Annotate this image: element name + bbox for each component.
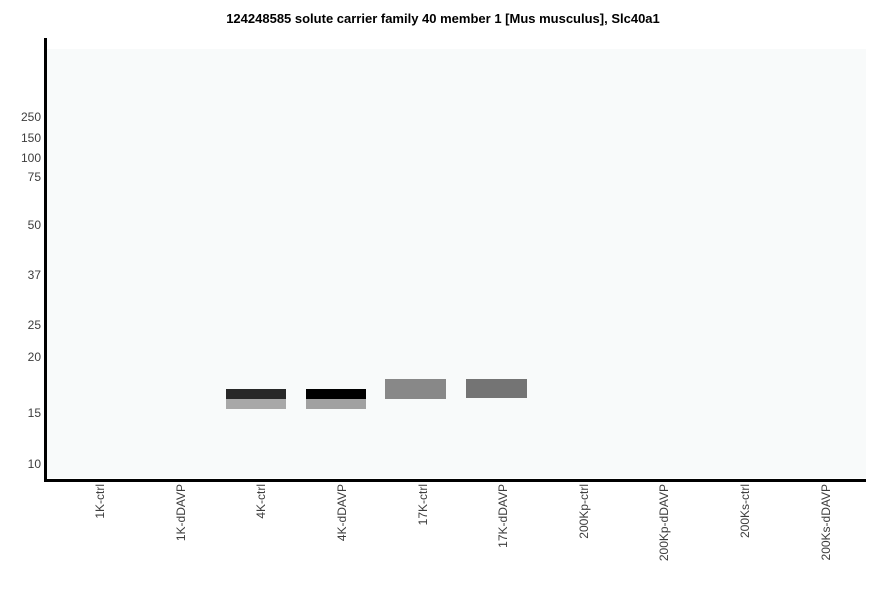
y-axis-tick-label: 15 xyxy=(27,406,41,420)
y-axis-spine xyxy=(44,38,47,482)
blot-band xyxy=(226,389,286,399)
x-axis-lane-label: 200Ks-ctrl xyxy=(738,484,752,539)
plot-area xyxy=(47,49,866,478)
x-axis-lane-label: 17K-dDAVP xyxy=(496,484,510,548)
x-axis-lane-label: 1K-ctrl xyxy=(93,484,107,519)
x-axis-lane-label: 200Kp-dDAVP xyxy=(657,484,671,562)
y-axis-tick-label: 250 xyxy=(20,110,41,124)
y-axis-tick-label: 25 xyxy=(27,318,41,332)
y-axis-tick-label: 100 xyxy=(20,151,41,165)
blot-band xyxy=(385,379,446,399)
blot-band xyxy=(226,399,286,409)
y-axis-tick-label: 50 xyxy=(27,218,41,232)
blot-band xyxy=(466,379,527,398)
x-axis-lane-label: 4K-ctrl xyxy=(254,484,268,519)
y-axis-tick-label: 10 xyxy=(27,457,41,471)
figure-title: 124248585 solute carrier family 40 membe… xyxy=(226,11,660,26)
x-axis-spine xyxy=(44,479,866,482)
blot-band xyxy=(306,399,366,409)
x-axis-lane-label: 200Ks-dDAVP xyxy=(819,484,833,561)
blot-band xyxy=(306,389,366,399)
y-axis-tick-label: 75 xyxy=(27,170,41,184)
x-axis-lane-label: 200Kp-ctrl xyxy=(577,484,591,539)
y-axis-tick-label: 37 xyxy=(27,268,41,282)
x-axis-lane-label: 17K-ctrl xyxy=(416,484,430,526)
y-axis-tick-label: 150 xyxy=(20,131,41,145)
y-axis-tick-label: 20 xyxy=(27,350,41,364)
x-axis-lane-label: 1K-dDAVP xyxy=(174,484,188,542)
x-axis-lane-label: 4K-dDAVP xyxy=(335,484,349,542)
